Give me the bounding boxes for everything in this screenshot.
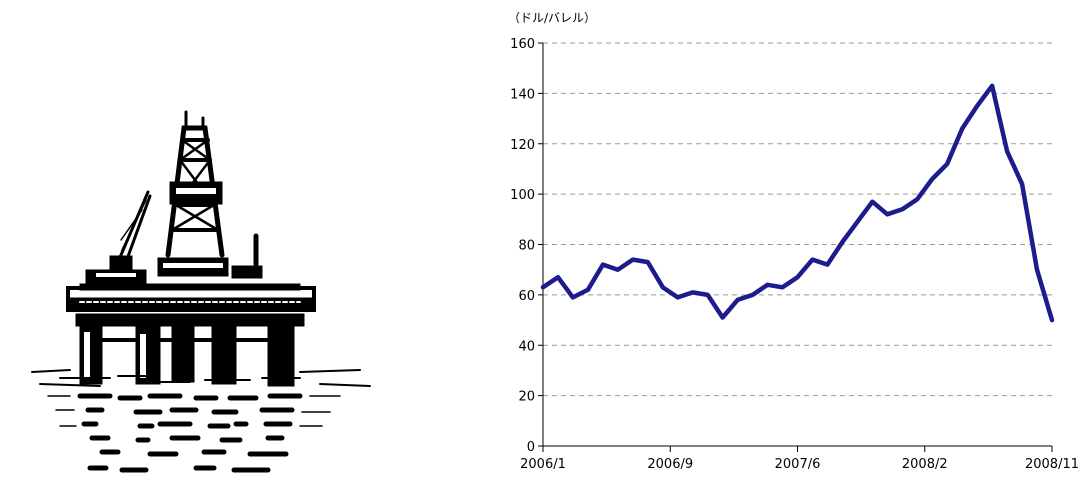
y-tick-label: 120 xyxy=(510,138,535,153)
x-tick-label: 2007/6 xyxy=(775,457,821,472)
y-tick-label: 160 xyxy=(510,37,535,52)
y-tick-label: 20 xyxy=(518,390,535,405)
y-tick-label: 140 xyxy=(510,87,535,102)
x-tick-label: 2006/9 xyxy=(647,457,693,472)
unit-label: （ドル/バレル） xyxy=(508,11,596,25)
series-group xyxy=(540,83,1055,323)
x-axis: 2006/1 2006/9 2007/6 2008/2 2008/11 xyxy=(520,445,1079,472)
y-tick-label: 40 xyxy=(518,339,535,354)
x-tick-label: 2008/11 xyxy=(1025,457,1079,472)
oil-rig-icon xyxy=(31,110,371,473)
y-tick-label: 60 xyxy=(518,289,535,304)
grid-lines xyxy=(543,42,1052,397)
y-tick-label: 100 xyxy=(510,188,535,203)
x-tick-label: 2006/1 xyxy=(520,457,566,472)
y-tick-label: 80 xyxy=(518,239,535,254)
y-tick-label: 0 xyxy=(527,440,535,455)
y-axis: 0 20 40 60 80 100 120 140 160 xyxy=(510,37,544,455)
x-tick-label: 2008/2 xyxy=(902,457,948,472)
series-line xyxy=(540,83,1055,323)
